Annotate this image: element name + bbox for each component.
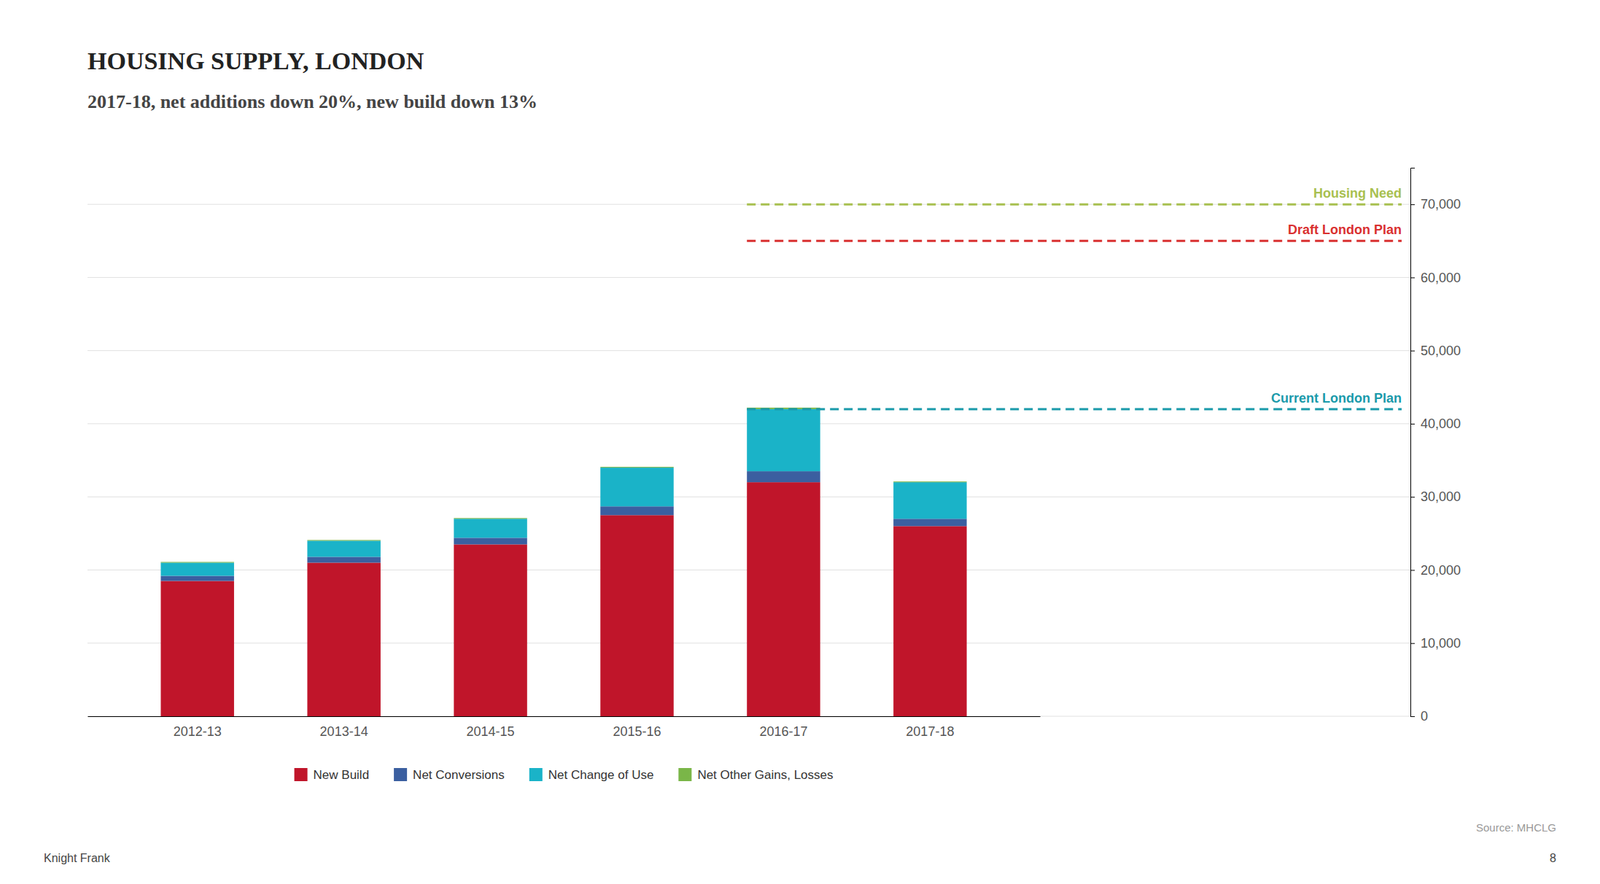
legend-item: New Build (294, 767, 370, 782)
y-tick-mark (1410, 423, 1415, 425)
x-tick: 2015-16 (612, 716, 661, 739)
bar-series (160, 482, 967, 717)
bar (893, 482, 967, 519)
x-tick-label: 2013-14 (320, 724, 369, 739)
source: Source: MHCLG (1476, 821, 1557, 834)
bar (453, 517, 527, 519)
y-tick: 30,000 (1410, 489, 1461, 504)
footer-right: 8 (1549, 851, 1557, 865)
bar (307, 562, 380, 717)
legend-swatch (678, 767, 692, 782)
plot: Housing Need Draft London Plan Current Lon… (87, 168, 1461, 782)
legend-swatch (294, 767, 308, 782)
bar (307, 540, 380, 557)
bar (893, 525, 967, 717)
y-axis: 0 10,000 20,000 30,000 40,000 50,000 60,000 70,… (1410, 168, 1461, 725)
bar (453, 537, 527, 545)
legend-label: Net Other Gains, Losses (697, 767, 833, 782)
y-tick: 10,000 (1410, 635, 1461, 651)
legend-item: Net Conversions (393, 767, 505, 782)
bar (893, 518, 967, 526)
reference-labels: Housing Need Draft London Plan Current Lon… (1271, 185, 1402, 406)
bar (160, 581, 234, 717)
x-axis-line (88, 716, 1041, 717)
y-tick-mark (1410, 569, 1415, 571)
legend-item: Net Other Gains, Losses (678, 767, 833, 782)
y-tick-label: 60,000 (1420, 270, 1461, 286)
x-tick-label: 2012-13 (173, 724, 222, 739)
bar (307, 556, 380, 563)
bar (746, 471, 820, 483)
bar-series (160, 471, 967, 581)
bar-series (160, 407, 967, 563)
y-tick: 20,000 (1410, 562, 1461, 578)
y-tick-label: 30,000 (1420, 489, 1461, 504)
bar (160, 561, 234, 563)
x-tick: 2013-14 (320, 716, 369, 739)
y-tick-mark (1410, 350, 1415, 352)
y-tick-mark (1410, 716, 1415, 717)
x-tick: 2012-13 (173, 716, 222, 739)
chart: HOUSING SUPPLY, LONDON 2017-18, net addit… (0, 0, 1600, 884)
bar (600, 466, 674, 468)
y-tick-label: 50,000 (1420, 343, 1461, 359)
bar (453, 518, 527, 538)
title: HOUSING SUPPLY, LONDON (87, 47, 425, 75)
reference-line (746, 239, 1402, 243)
y-tick-mark (1410, 643, 1415, 644)
bar (600, 506, 674, 515)
y-tick-mark (1410, 277, 1415, 278)
legend-swatch (393, 767, 407, 782)
bar (746, 409, 820, 472)
x-tick-label: 2017-18 (905, 724, 954, 739)
legend-label: New Build (313, 767, 370, 782)
y-tick: 50,000 (1410, 343, 1461, 359)
bar (160, 562, 234, 576)
x-tick: 2017-18 (905, 716, 954, 739)
y-tick-label: 0 (1420, 708, 1428, 724)
reference-label: Housing Need (1313, 185, 1402, 201)
y-tick-label: 40,000 (1420, 416, 1461, 431)
legend-item: Net Change of Use (529, 767, 655, 782)
y-tick: 40,000 (1410, 416, 1461, 431)
x-tick: 2014-15 (466, 716, 515, 739)
x-tick: 2016-17 (759, 716, 808, 739)
subtitle: 2017-18, net additions down 20%, new bui… (87, 91, 538, 113)
x-tick-label: 2016-17 (759, 724, 808, 739)
y-tick-mark (1410, 496, 1415, 498)
reference-label: Draft London Plan (1287, 222, 1402, 238)
bar (453, 544, 527, 717)
bar (746, 482, 820, 717)
x-tick-label: 2015-16 (612, 724, 661, 739)
reference-label: Current London Plan (1271, 390, 1402, 406)
reference-line (746, 203, 1402, 206)
legend-swatch (529, 767, 543, 782)
grid-line (87, 204, 1411, 205)
bar (893, 481, 967, 483)
y-tick-mark (1410, 204, 1415, 205)
grid-line (87, 277, 1411, 278)
bar (307, 539, 380, 541)
grid-line (87, 350, 1411, 351)
bar-series (160, 409, 967, 577)
bar (160, 575, 234, 581)
y-tick-label: 70,000 (1420, 196, 1461, 212)
legend: New Build Net Conversions Net Change of Us… (294, 767, 834, 782)
y-tick: 70,000 (1410, 196, 1461, 212)
y-axis-line (1411, 168, 1416, 717)
grid (87, 204, 1411, 717)
footer-left: Knight Frank (43, 851, 111, 865)
y-tick: 0 (1410, 708, 1428, 724)
bar (600, 514, 674, 717)
bar (600, 467, 674, 507)
x-axis: 2012-13 2013-14 2014-15 2015-16 2016-17 2017-… (88, 716, 1041, 739)
y-tick-label: 10,000 (1420, 635, 1461, 651)
y-tick-label: 20,000 (1420, 562, 1461, 578)
marks (160, 204, 1402, 717)
legend-label: Net Change of Use (548, 767, 655, 782)
reference-line (746, 407, 1402, 410)
x-tick-label: 2014-15 (466, 724, 515, 739)
legend-label: Net Conversions (412, 767, 505, 782)
y-tick: 60,000 (1410, 270, 1461, 286)
